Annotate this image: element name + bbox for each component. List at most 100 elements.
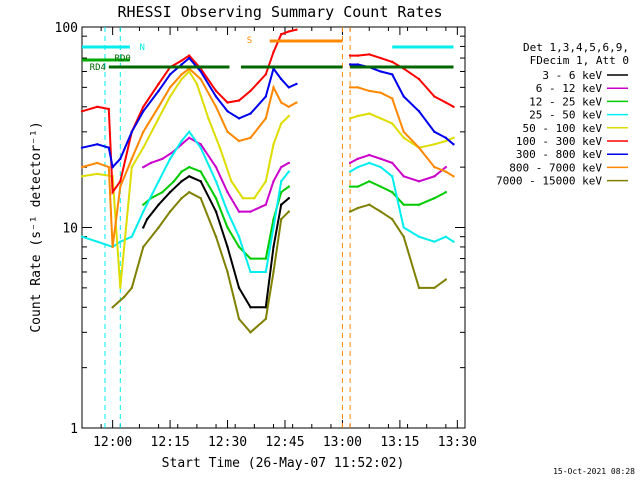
data-point — [287, 170, 291, 173]
data-point — [272, 245, 275, 249]
data-point — [444, 165, 448, 169]
data-point — [402, 226, 405, 229]
data-point — [157, 82, 160, 86]
data-point — [188, 175, 191, 178]
data-point — [356, 206, 359, 210]
data-point — [214, 180, 218, 183]
data-point — [444, 136, 448, 140]
data-point — [142, 226, 145, 229]
data-point — [188, 136, 191, 140]
data-point — [287, 86, 291, 89]
data-point — [145, 218, 149, 221]
data-point — [218, 146, 222, 149]
data-point — [287, 161, 291, 165]
data-point — [348, 161, 352, 165]
data-point — [391, 218, 394, 221]
data-point — [368, 180, 371, 183]
data-point — [272, 226, 275, 229]
data-point — [214, 165, 218, 169]
data-point — [149, 161, 153, 165]
data-point — [199, 77, 202, 81]
data-point — [111, 165, 114, 169]
data-point — [272, 86, 275, 89]
data-point — [249, 331, 252, 334]
data-point — [348, 54, 352, 57]
data-point — [168, 95, 172, 98]
data-point — [130, 235, 133, 238]
x-axis-label: Start Time (26-May-07 11:52:02) — [162, 456, 405, 471]
data-point — [391, 60, 394, 64]
data-point — [96, 172, 99, 176]
data-point — [264, 95, 268, 98]
legend-entry-label: 300 - 800 keV — [516, 148, 602, 161]
data-point — [452, 105, 455, 108]
data-point — [119, 286, 122, 290]
data-point — [80, 110, 84, 113]
data-point — [111, 245, 114, 249]
data-point — [379, 91, 382, 94]
data-point — [433, 286, 436, 290]
legend-entry-label: 7000 - 15000 keV — [496, 175, 602, 188]
data-point — [237, 317, 241, 321]
data-point — [417, 146, 421, 149]
data-point — [249, 257, 252, 260]
data-point — [80, 146, 84, 149]
data-point — [279, 203, 283, 206]
status-bar-label: S — [247, 36, 252, 46]
data-point — [237, 245, 241, 249]
data-point — [168, 210, 172, 213]
data-point — [348, 117, 352, 120]
data-point — [264, 180, 268, 183]
data-point — [188, 70, 191, 73]
data-point — [199, 146, 202, 149]
data-point — [287, 185, 291, 188]
data-point — [368, 53, 371, 56]
data-point — [142, 105, 145, 108]
data-point — [96, 105, 99, 108]
data-point — [279, 180, 283, 183]
data-point — [444, 278, 448, 281]
data-point — [391, 122, 394, 125]
x-tick-label: 12:30 — [208, 435, 247, 450]
data-point — [168, 73, 172, 76]
data-point — [253, 197, 256, 200]
data-point — [264, 257, 268, 260]
data-point — [226, 101, 229, 104]
data-point — [356, 165, 359, 169]
data-point — [214, 95, 218, 98]
data-point — [279, 165, 283, 169]
data-point — [264, 203, 268, 206]
data-point — [180, 63, 183, 66]
data-point — [188, 130, 191, 134]
data-point — [180, 170, 183, 173]
data-point — [348, 185, 352, 188]
data-point — [142, 210, 145, 213]
data-point — [157, 105, 160, 108]
data-point — [417, 235, 421, 238]
data-point — [195, 82, 199, 86]
data-point — [402, 136, 405, 140]
data-point — [279, 101, 283, 104]
data-point — [199, 170, 202, 173]
legend-entry-label: 100 - 300 keV — [516, 135, 602, 148]
data-point — [214, 235, 218, 238]
y-tick-label: 1 — [70, 422, 78, 437]
data-point — [122, 295, 126, 299]
data-point — [237, 139, 241, 143]
data-point — [130, 157, 133, 161]
data-point — [142, 146, 145, 149]
data-point — [279, 77, 283, 81]
data-point — [157, 203, 160, 206]
data-point — [402, 95, 405, 98]
x-tick-label: 12:45 — [265, 435, 304, 450]
data-point — [249, 136, 252, 140]
series-line — [142, 175, 290, 309]
data-point — [168, 190, 172, 194]
data-point — [452, 136, 455, 140]
data-point — [226, 190, 229, 194]
data-point — [119, 180, 122, 183]
data-point — [295, 28, 298, 31]
data-point — [391, 73, 394, 76]
chart-title: RHESSI Observing Summary Count Rates — [117, 3, 442, 21]
